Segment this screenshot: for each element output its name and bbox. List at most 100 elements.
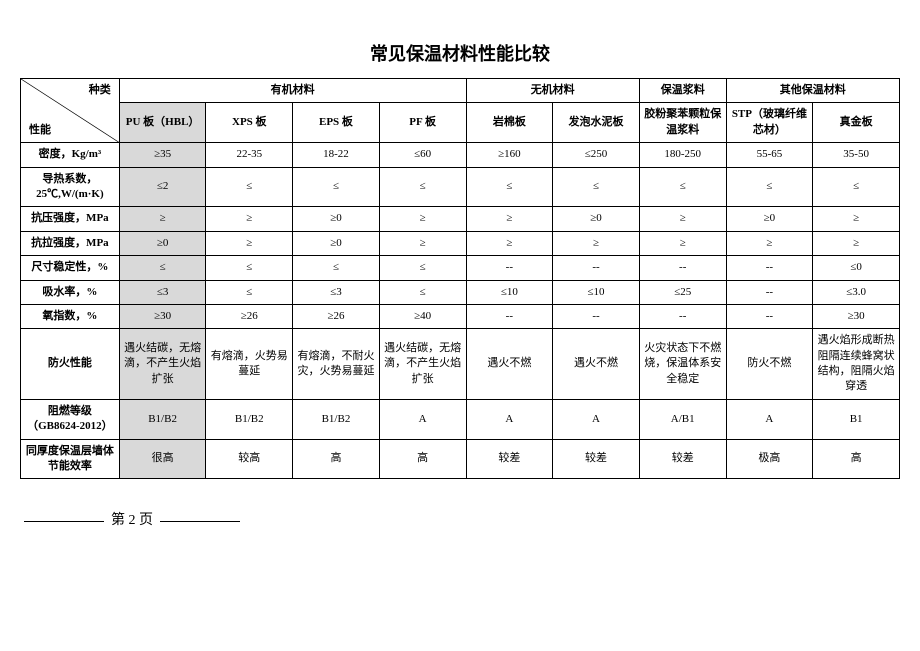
table-cell: ≥	[119, 207, 206, 231]
table-cell: ≤3	[119, 280, 206, 304]
table-row: 氧指数，%≥30≥26≥26≥40--------≥30	[21, 304, 900, 328]
comparison-table: 种类 性能 有机材料 无机材料 保温浆料 其他保温材料 PU 板（HBL） XP…	[20, 78, 900, 479]
table-cell: ≥	[206, 231, 293, 255]
table-cell: ≥35	[119, 143, 206, 167]
table-cell: ≤	[206, 256, 293, 280]
header-bottom: 性能	[29, 123, 51, 138]
table-cell: ≤10	[553, 280, 640, 304]
table-row: 抗压强度，MPa≥≥≥0≥≥≥0≥≥0≥	[21, 207, 900, 231]
table-cell: ≥30	[813, 304, 900, 328]
col-header-4: 岩棉板	[466, 103, 553, 143]
table-cell: ≥	[466, 207, 553, 231]
table-cell: ≤	[293, 256, 380, 280]
table-cell: 遇火不燃	[553, 329, 640, 400]
table-cell: ≤	[379, 167, 466, 207]
table-cell: 180-250	[639, 143, 726, 167]
table-row: 密度，Kg/m³≥3522-3518-22≤60≥160≤250180-2505…	[21, 143, 900, 167]
page-title: 常见保温材料性能比较	[20, 40, 900, 66]
row-label: 阻燃等级（GB8624-2012）	[21, 399, 120, 439]
col-header-7: STP（玻璃纤维芯材）	[726, 103, 813, 143]
table-row: 尺寸稳定性，%≤≤≤≤--------≤0	[21, 256, 900, 280]
table-cell: --	[466, 256, 553, 280]
diagonal-header: 种类 性能	[21, 79, 120, 143]
table-cell: A/B1	[639, 399, 726, 439]
col-header-8: 真金板	[813, 103, 900, 143]
table-row: 同厚度保温层墙体节能效率很高较高高高较差较差较差极高高	[21, 439, 900, 479]
page-number: 第 2 页	[111, 513, 153, 528]
table-cell: ≥	[466, 231, 553, 255]
table-cell: B1	[813, 399, 900, 439]
table-cell: ≥	[813, 207, 900, 231]
table-cell: 18-22	[293, 143, 380, 167]
table-cell: ≥0	[293, 231, 380, 255]
table-cell: 遇火不燃	[466, 329, 553, 400]
table-cell: 极高	[726, 439, 813, 479]
table-cell: B1/B2	[119, 399, 206, 439]
table-cell: B1/B2	[293, 399, 380, 439]
table-cell: ≥	[379, 231, 466, 255]
table-cell: 防火不燃	[726, 329, 813, 400]
table-cell: ≥0	[293, 207, 380, 231]
table-cell: 高	[813, 439, 900, 479]
row-label: 导热系数，25℃,W/(m·K)	[21, 167, 120, 207]
col-header-6: 胶粉聚苯颗粒保温浆料	[639, 103, 726, 143]
table-cell: 遇火焰形成断热阻隔连续蜂窝状结构，阻隔火焰穿透	[813, 329, 900, 400]
table-row: 吸水率，%≤3≤≤3≤≤10≤10≤25--≤3.0	[21, 280, 900, 304]
col-header-3: PF 板	[379, 103, 466, 143]
table-row: 导热系数，25℃,W/(m·K)≤2≤≤≤≤≤≤≤≤	[21, 167, 900, 207]
col-header-1: XPS 板	[206, 103, 293, 143]
table-cell: ≤	[813, 167, 900, 207]
table-cell: --	[726, 256, 813, 280]
header-top: 种类	[89, 83, 111, 98]
table-cell: 较差	[639, 439, 726, 479]
table-cell: ≤60	[379, 143, 466, 167]
table-cell: 35-50	[813, 143, 900, 167]
group-header-0: 有机材料	[119, 79, 466, 103]
table-cell: --	[726, 304, 813, 328]
table-cell: 遇火结碳，无熔滴，不产生火焰扩张	[379, 329, 466, 400]
table-cell: ≥0	[119, 231, 206, 255]
table-cell: A	[726, 399, 813, 439]
row-label: 同厚度保温层墙体节能效率	[21, 439, 120, 479]
table-cell: ≤	[379, 256, 466, 280]
col-header-0: PU 板（HBL）	[119, 103, 206, 143]
table-cell: ≤10	[466, 280, 553, 304]
table-cell: ≥160	[466, 143, 553, 167]
table-cell: A	[466, 399, 553, 439]
table-cell: B1/B2	[206, 399, 293, 439]
table-cell: ≤	[639, 167, 726, 207]
table-cell: ≤25	[639, 280, 726, 304]
row-label: 抗压强度，MPa	[21, 207, 120, 231]
table-cell: ≤3.0	[813, 280, 900, 304]
row-label: 氧指数，%	[21, 304, 120, 328]
group-header-2: 保温浆料	[639, 79, 726, 103]
col-header-2: EPS 板	[293, 103, 380, 143]
table-cell: ≤	[726, 167, 813, 207]
table-cell: --	[639, 304, 726, 328]
table-cell: 较高	[206, 439, 293, 479]
table-cell: ≤	[293, 167, 380, 207]
row-label: 防火性能	[21, 329, 120, 400]
table-cell: 较差	[553, 439, 640, 479]
table-cell: --	[639, 256, 726, 280]
table-cell: 高	[379, 439, 466, 479]
table-cell: ≥	[553, 231, 640, 255]
table-cell: 22-35	[206, 143, 293, 167]
table-cell: 有熔滴，火势易蔓延	[206, 329, 293, 400]
table-cell: ≤250	[553, 143, 640, 167]
table-cell: ≤2	[119, 167, 206, 207]
row-label: 密度，Kg/m³	[21, 143, 120, 167]
table-cell: ≥	[379, 207, 466, 231]
table-cell: --	[726, 280, 813, 304]
table-cell: 遇火结碳，无熔滴，不产生火焰扩张	[119, 329, 206, 400]
table-cell: ≥0	[726, 207, 813, 231]
table-cell: ≤	[553, 167, 640, 207]
table-cell: 55-65	[726, 143, 813, 167]
table-cell: 较差	[466, 439, 553, 479]
group-header-1: 无机材料	[466, 79, 639, 103]
table-cell: ≥	[639, 231, 726, 255]
table-cell: ≥30	[119, 304, 206, 328]
table-cell: --	[553, 256, 640, 280]
table-cell: ≥0	[553, 207, 640, 231]
row-label: 抗拉强度，MPa	[21, 231, 120, 255]
